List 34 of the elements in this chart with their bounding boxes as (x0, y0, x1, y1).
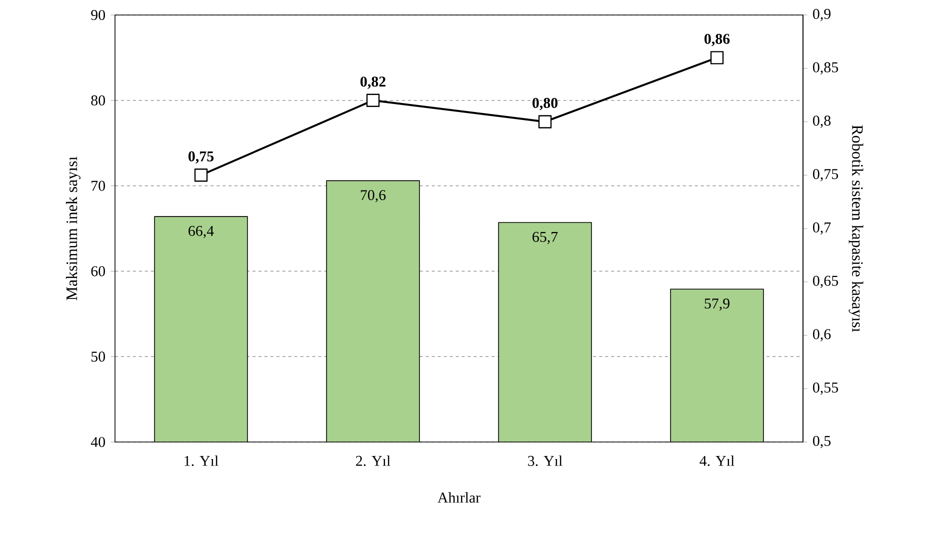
point (194, 168, 208, 182)
y-tick-label: 60 (91, 266, 105, 276)
y2-tick-label: 0,75 (813, 169, 838, 182)
y2-tick-label: 0,8 (813, 116, 831, 128)
y2-tick-label: 0,5 (813, 436, 831, 448)
point (710, 51, 724, 64)
y2-tick-label: 0,7 (813, 222, 831, 235)
data-label: 0,80 (532, 98, 558, 110)
y2-tick-label: 0,65 (813, 276, 838, 288)
point (366, 94, 380, 107)
y-tick-label: 70 (92, 180, 105, 191)
y-axis-title: Maksimum inek sayısı (66, 156, 80, 300)
y-tick-label: 80 (91, 95, 105, 106)
data-label: 70,6 (360, 190, 386, 202)
data-label: 65,7 (532, 232, 558, 244)
data-label: 66,4 (188, 226, 214, 238)
y-tick-label: 40 (90, 436, 105, 448)
x-tick-label: 4. Yıl (700, 455, 734, 466)
y2-tick-label: 0,85 (813, 62, 838, 74)
y2-tick-label: 0,9 (813, 8, 831, 22)
y2-tick-label: 0,55 (813, 382, 838, 395)
x-axis-title: Ahırlar (438, 492, 480, 503)
data-label: 0,75 (188, 151, 214, 164)
x-tick-label: 2. Yıl (356, 455, 390, 466)
y-tick-label: 50 (92, 352, 105, 362)
y2-axis-title: Robotik sistem kapasite kasayısı (848, 125, 864, 332)
point (538, 115, 552, 128)
data-label: 0,82 (360, 76, 386, 89)
y2-tick-label: 0,6 (813, 329, 831, 342)
x-tick-label: 1. Yıl (184, 455, 218, 466)
data-label: 0,86 (704, 34, 730, 46)
y-tick-label: 90 (91, 10, 105, 20)
x-tick-label: 3. Yıl (528, 455, 562, 466)
data-label: 57,9 (704, 298, 730, 311)
